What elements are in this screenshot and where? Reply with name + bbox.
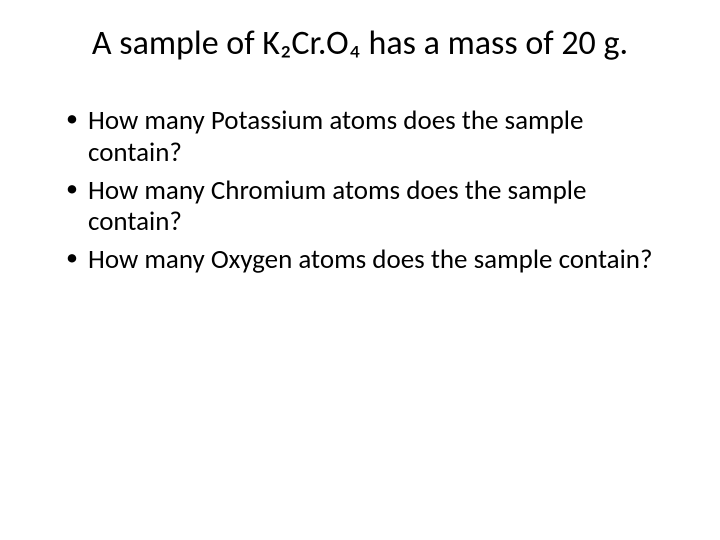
slide-title: A sample of K₂Cr.O₄ has a mass of 20 g. xyxy=(48,24,672,65)
slide: A sample of K₂Cr.O₄ has a mass of 20 g. … xyxy=(0,0,720,540)
list-item: How many Potassium atoms does the sample… xyxy=(66,105,672,169)
list-item: How many Chromium atoms does the sample … xyxy=(66,175,672,239)
list-item: How many Oxygen atoms does the sample co… xyxy=(66,244,672,276)
bullet-list: How many Potassium atoms does the sample… xyxy=(48,105,672,276)
